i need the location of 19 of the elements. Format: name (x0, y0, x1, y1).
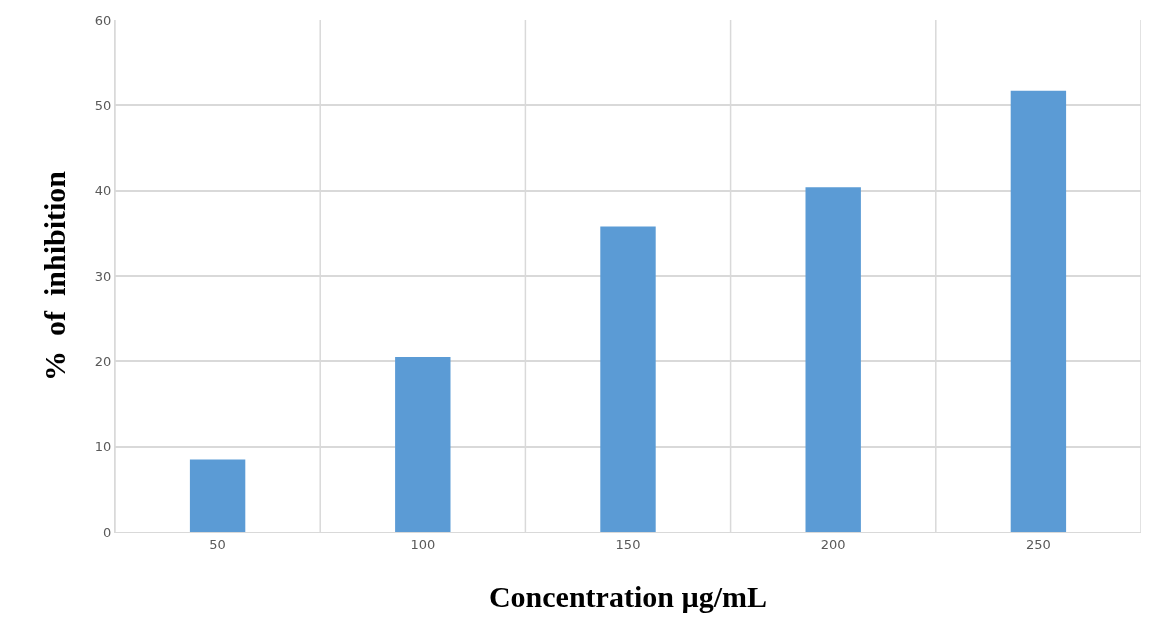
x-tick-label: 50 (209, 536, 226, 552)
x-tick-label: 100 (410, 536, 436, 552)
x-axis-title: Concentration µg/mL (488, 580, 768, 614)
bar (189, 459, 246, 532)
bar (1010, 90, 1067, 532)
x-tick-label: 150 (615, 536, 641, 552)
y-tick-label: 0 (103, 524, 112, 540)
y-tick-label: 10 (94, 439, 112, 455)
bar (600, 226, 656, 532)
x-tick-label: 200 (820, 536, 846, 552)
y-tick-label: 40 (94, 183, 112, 199)
y-tick-label: 50 (94, 97, 112, 113)
y-tick-label: 30 (94, 268, 112, 284)
y-tick-label: 60 (94, 12, 112, 28)
x-tick-label: 250 (1025, 536, 1051, 552)
bar (805, 187, 861, 532)
bar (395, 357, 451, 532)
y-axis-title: % of inhibition (37, 170, 71, 382)
y-tick-label: 20 (94, 353, 112, 369)
